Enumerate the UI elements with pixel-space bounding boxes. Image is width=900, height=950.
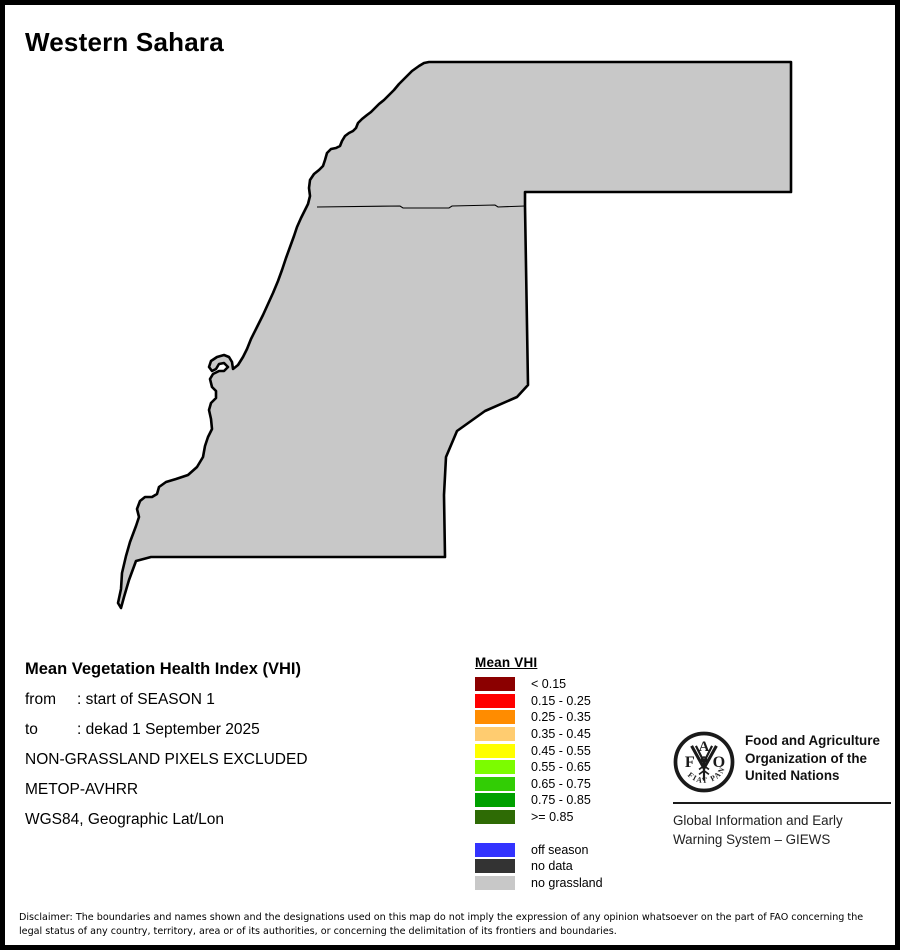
legend-special-row: no grassland bbox=[475, 875, 603, 892]
legend-class-row: 0.65 - 0.75 bbox=[475, 776, 603, 793]
legend-class-swatch bbox=[475, 810, 515, 825]
legend-class-row: < 0.15 bbox=[475, 676, 603, 693]
giews-line-1: Global Information and Early bbox=[673, 813, 843, 828]
map-graphic[interactable] bbox=[5, 5, 895, 645]
legend-special-row: off season bbox=[475, 841, 603, 858]
legend-special-label: no grassland bbox=[531, 875, 603, 890]
legend-class-swatch bbox=[475, 776, 515, 791]
legend-class-label: 0.55 - 0.65 bbox=[531, 760, 591, 775]
legend-class-swatch bbox=[475, 677, 515, 692]
metadata-from-row: from : start of SEASON 1 bbox=[25, 691, 465, 709]
legend-class-label: 0.45 - 0.55 bbox=[531, 743, 591, 758]
legend-class-row: 0.25 - 0.35 bbox=[475, 709, 603, 726]
legend-class-swatch bbox=[475, 760, 515, 775]
legend-class-swatch bbox=[475, 793, 515, 808]
metadata-to-row: to : dekad 1 September 2025 bbox=[25, 721, 465, 739]
svg-text:F: F bbox=[685, 754, 695, 771]
fao-organization-name: Food and Agriculture Organization of the… bbox=[745, 731, 880, 785]
fao-header: F A O FIAT PANIS Food and Agriculture Or… bbox=[673, 731, 891, 793]
legend-class-row: 0.35 - 0.45 bbox=[475, 726, 603, 743]
giews-system-name: Global Information and Early Warning Sys… bbox=[673, 812, 891, 849]
fao-name-line-1: Food and Agriculture bbox=[745, 733, 880, 748]
legend-class-row: 0.45 - 0.55 bbox=[475, 742, 603, 759]
legend-class-list: < 0.15 0.15 - 0.25 0.25 - 0.35 0.35 - 0.45 0… bbox=[475, 676, 603, 825]
svg-text:A: A bbox=[699, 739, 710, 755]
metadata-to-label: to bbox=[25, 721, 38, 738]
fao-divider bbox=[673, 802, 891, 804]
legend-title: Mean VHI bbox=[475, 655, 538, 670]
metadata-to-value: : dekad 1 September 2025 bbox=[77, 721, 260, 738]
internal-boundary-line bbox=[316, 204, 526, 209]
metadata-pixels-note: NON-GRASSLAND PIXELS EXCLUDED bbox=[25, 751, 308, 768]
fao-branding: F A O FIAT PANIS Food and Agriculture Or… bbox=[673, 731, 891, 849]
legend-special-label: no data bbox=[531, 859, 573, 874]
fao-logo-icon: F A O FIAT PANIS bbox=[673, 731, 735, 793]
legend-class-label: 0.75 - 0.85 bbox=[531, 793, 591, 808]
legend-special-label: off season bbox=[531, 842, 589, 857]
legend-spacer bbox=[475, 825, 603, 841]
svg-text:O: O bbox=[713, 754, 726, 771]
legend-class-label: 0.15 - 0.25 bbox=[531, 693, 591, 708]
metadata-from-label: from bbox=[25, 691, 56, 708]
metadata-heading: Mean Vegetation Health Index (VHI) bbox=[25, 660, 301, 678]
legend-class-swatch bbox=[475, 727, 515, 742]
legend-class-label: 0.25 - 0.35 bbox=[531, 710, 591, 725]
disclaimer-text: Disclaimer: The boundaries and names sho… bbox=[19, 912, 864, 937]
fao-name-line-3: United Nations bbox=[745, 768, 840, 784]
legend-class-label: >= 0.85 bbox=[531, 810, 574, 825]
legend-special-row: no data bbox=[475, 858, 603, 875]
map-legend: Mean VHI < 0.15 0.15 - 0.25 0.25 - 0.35 0.3… bbox=[475, 655, 603, 891]
legend-class-label: 0.35 - 0.45 bbox=[531, 727, 591, 742]
legend-special-swatch bbox=[475, 875, 515, 890]
page-title: Western Sahara bbox=[25, 27, 224, 57]
metadata-from-value: : start of SEASON 1 bbox=[77, 691, 215, 708]
legend-special-list: off season no data no grassland bbox=[475, 841, 603, 891]
legend-class-row: 0.75 - 0.85 bbox=[475, 792, 603, 809]
legend-class-swatch bbox=[475, 743, 515, 758]
legend-class-row: 0.55 - 0.65 bbox=[475, 759, 603, 776]
legend-class-label: 0.65 - 0.75 bbox=[531, 776, 591, 791]
metadata-projection: WGS84, Geographic Lat/Lon bbox=[25, 811, 225, 828]
legend-class-row: >= 0.85 bbox=[475, 809, 603, 826]
giews-line-2: Warning System – GIEWS bbox=[673, 831, 831, 847]
legend-class-swatch bbox=[475, 710, 515, 725]
metadata-sensor: METOP-AVHRR bbox=[25, 781, 139, 798]
legend-class-swatch bbox=[475, 693, 515, 708]
legend-special-swatch bbox=[475, 859, 515, 874]
legend-class-label: < 0.15 bbox=[531, 677, 567, 692]
fao-name-line-2: Organization of the bbox=[745, 750, 867, 766]
map-metadata: Mean Vegetation Health Index (VHI) from … bbox=[25, 660, 465, 841]
territory-polygon[interactable] bbox=[116, 60, 793, 610]
legend-special-swatch bbox=[475, 842, 515, 857]
legend-class-row: 0.15 - 0.25 bbox=[475, 693, 603, 710]
